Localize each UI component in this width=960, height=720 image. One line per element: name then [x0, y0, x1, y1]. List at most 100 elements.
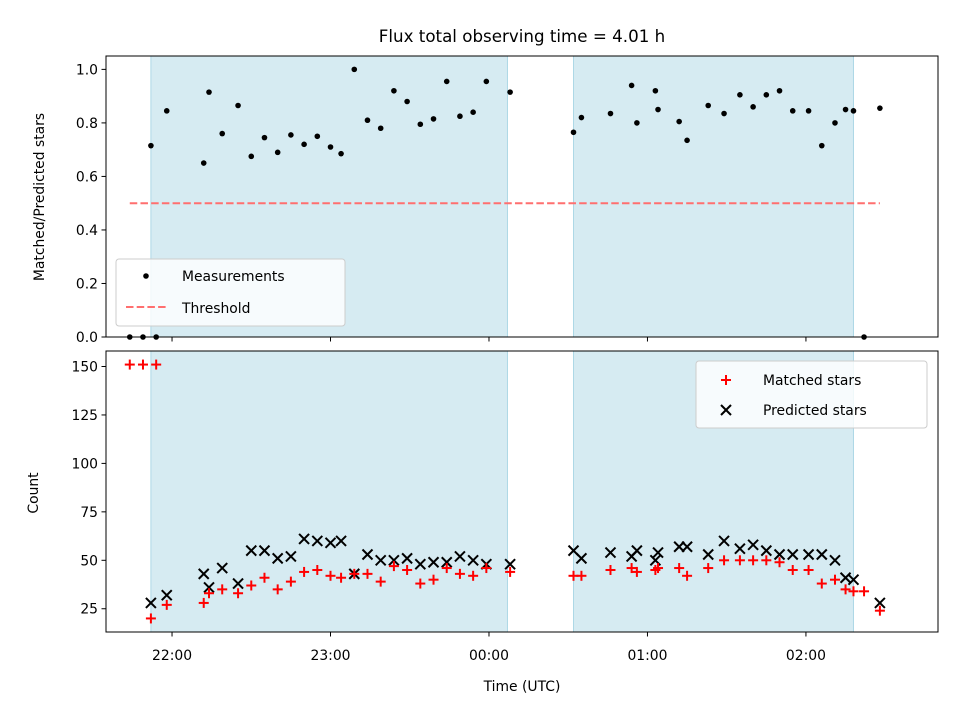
- observing-window-band: [573, 56, 854, 337]
- cross-marker-stroke: [816, 548, 828, 561]
- matched-star-point: [137, 359, 148, 370]
- matched-star-point: [325, 570, 336, 581]
- measurement-point: [235, 102, 241, 109]
- matched-star-point: [829, 574, 840, 585]
- predicted-star-point: [298, 533, 310, 545]
- measurement-point: [274, 149, 281, 156]
- predicted-star-point: [747, 539, 759, 551]
- matched-star-point: [859, 586, 870, 597]
- measurement-point: [705, 102, 712, 109]
- matched-star-point: [803, 564, 814, 575]
- measurement-point: [634, 120, 640, 126]
- measurement-point: [789, 108, 796, 114]
- matched-star-point: [151, 359, 162, 370]
- measurement-point: [443, 78, 450, 85]
- cross-marker-stroke: [575, 552, 588, 565]
- measurement-point: [684, 137, 690, 144]
- measurement-point: [219, 130, 226, 137]
- matched-star-point: [388, 561, 399, 572]
- predicted-star-point: [198, 568, 210, 580]
- legend-matched-label: Matched stars: [763, 373, 861, 389]
- legend-box: [695, 360, 928, 429]
- measurement-point: [163, 108, 170, 114]
- predicted-star-point: [324, 537, 337, 549]
- matched-star-point: [441, 563, 452, 574]
- cross-marker-stroke: [652, 546, 664, 559]
- cross-marker-stroke: [734, 542, 746, 555]
- predicted-star-point: [258, 544, 271, 557]
- cross-marker-stroke: [258, 544, 271, 557]
- predicted-star-point: [604, 546, 617, 559]
- measurement-point: [655, 106, 661, 113]
- matched-star-point: [748, 555, 759, 566]
- matched-star-point: [653, 563, 664, 574]
- predicted-star-point: [232, 577, 244, 590]
- star-count-panel: 25 50 75 100 125 150 22:00 23:00 00:00 01:00 02:0…: [26, 350, 939, 695]
- predicted-star-point: [161, 589, 173, 601]
- measurement-point: [327, 144, 334, 150]
- legend-predicted-marker: [720, 404, 732, 416]
- x-tick-label: 00:00: [469, 648, 509, 664]
- measurement-point: [507, 89, 513, 95]
- y-tick-label: 150: [71, 360, 98, 376]
- measurement-point: [842, 106, 849, 113]
- cross-marker-stroke: [681, 541, 693, 553]
- matched-star-point: [246, 580, 257, 591]
- cross-marker-stroke: [271, 552, 284, 565]
- chart-title: Flux total observing time = 4.01 h: [379, 26, 665, 46]
- cross-marker-stroke: [427, 556, 440, 568]
- matched-star-point: [299, 566, 310, 577]
- measurement-point: [805, 108, 812, 114]
- y-tick-label: 125: [71, 408, 98, 424]
- measurement-point: [200, 160, 207, 166]
- measurement-point: [417, 121, 424, 128]
- y-tick-label: 25: [80, 602, 98, 618]
- measurement-point: [818, 142, 825, 149]
- cross-marker-stroke: [874, 597, 886, 609]
- measurement-point: [776, 87, 783, 94]
- cross-marker-stroke: [335, 535, 347, 547]
- measurement-point: [338, 150, 344, 157]
- matched-star-point: [761, 555, 772, 566]
- cross-marker-stroke: [161, 589, 173, 601]
- predicted-star-point: [847, 573, 860, 586]
- measurement-point: [750, 104, 756, 110]
- legend-box: [115, 258, 346, 327]
- matched-star-point: [454, 568, 465, 579]
- predicted-star-point: [773, 548, 786, 561]
- matched-star-point: [428, 574, 439, 585]
- measurement-point: [206, 89, 212, 95]
- matched-star-point: [605, 564, 616, 575]
- flux-ratio-plot-frame: [105, 55, 939, 338]
- predicted-star-point: [414, 558, 427, 570]
- cross-marker-stroke: [414, 558, 427, 570]
- cross-marker-stroke: [760, 544, 773, 557]
- measurement-point: [737, 92, 743, 98]
- cross-marker-stroke: [298, 533, 310, 545]
- x-tick-label: 22:00: [152, 648, 192, 664]
- cross-marker-stroke: [773, 548, 786, 561]
- predicted-star-point: [504, 558, 516, 570]
- time-x-axis-label: Time (UTC): [483, 679, 561, 695]
- cross-marker-stroke: [311, 535, 324, 547]
- matched-star-point: [272, 584, 283, 595]
- measurement-point: [470, 109, 476, 115]
- matched-star-point: [217, 584, 228, 595]
- cross-marker-stroke: [441, 556, 453, 568]
- matched-star-point: [124, 359, 135, 370]
- flux-ratio-legend: Measurements Threshold: [115, 258, 346, 327]
- matched-star-point: [336, 572, 347, 583]
- y-tick-label: 0.2: [76, 276, 98, 292]
- cross-marker-stroke: [401, 552, 413, 565]
- flux-ratio-y-axis-label: Matched/Predicted stars: [32, 113, 48, 281]
- matched-star-point: [816, 578, 827, 589]
- star-count-plot-frame: [105, 350, 939, 633]
- matched-star-point: [161, 599, 172, 610]
- measurement-point: [763, 92, 770, 98]
- matched-star-point: [576, 570, 587, 581]
- predicted-star-point: [631, 544, 643, 557]
- matched-star-point: [204, 588, 215, 599]
- measurement-point: [404, 98, 410, 105]
- cross-marker-stroke: [232, 577, 244, 590]
